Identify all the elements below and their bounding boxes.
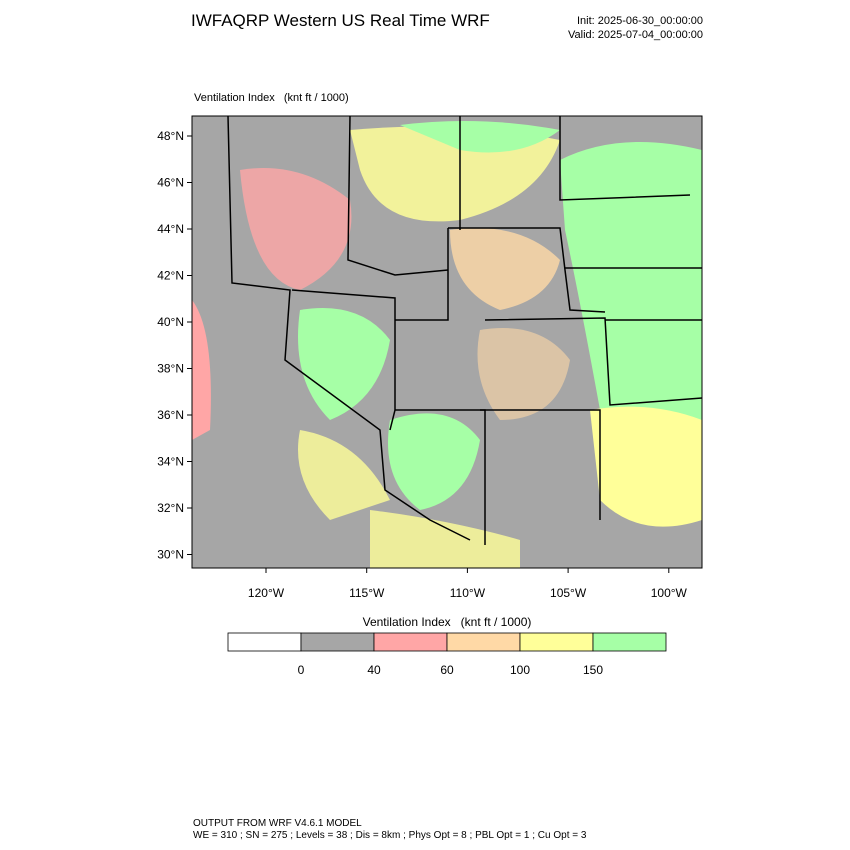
colorbar-box	[227, 632, 302, 652]
colorbar-label: 150	[583, 663, 603, 677]
lat-label: 40°N	[157, 315, 184, 329]
colorbar-box	[300, 632, 375, 652]
lat-label: 38°N	[157, 362, 184, 376]
map	[192, 116, 702, 568]
colorbar-box	[519, 632, 594, 652]
colorbar-title: Ventilation Index (knt ft / 1000)	[363, 615, 532, 629]
lat-label: 48°N	[157, 129, 184, 143]
lat-label: 36°N	[157, 408, 184, 422]
init-time: Init: 2025-06-30_00:00:00	[577, 15, 703, 27]
footer-line: WE = 310 ; SN = 275 ; Levels = 38 ; Dis …	[193, 830, 587, 841]
colorbar-box	[446, 632, 521, 652]
colorbar-box	[373, 632, 448, 652]
lon-label: 105°W	[550, 586, 587, 600]
lat-label: 46°N	[157, 176, 184, 190]
colorbar-label: 40	[367, 663, 381, 677]
lat-label: 44°N	[157, 222, 184, 236]
colorbar-label: 0	[298, 663, 305, 677]
lon-label: 120°W	[248, 586, 285, 600]
title: IWFAQRP Western US Real Time WRF	[191, 11, 490, 30]
lat-label: 34°N	[157, 455, 184, 469]
colorbar-label: 100	[510, 663, 530, 677]
footer-line: OUTPUT FROM WRF V4.6.1 MODEL	[193, 818, 362, 829]
lat-label: 32°N	[157, 501, 184, 515]
lon-label: 115°W	[349, 586, 385, 600]
lon-label: 110°W	[450, 586, 486, 600]
lat-label: 30°N	[157, 548, 184, 562]
lat-label: 42°N	[157, 269, 184, 283]
field-label: Ventilation Index (knt ft / 1000)	[194, 92, 349, 104]
valid-time: Valid: 2025-07-04_00:00:00	[568, 29, 703, 41]
colorbar-box	[592, 632, 667, 652]
colorbar-label: 60	[440, 663, 454, 677]
lon-label: 100°W	[651, 586, 688, 600]
map-frame	[191, 115, 703, 569]
